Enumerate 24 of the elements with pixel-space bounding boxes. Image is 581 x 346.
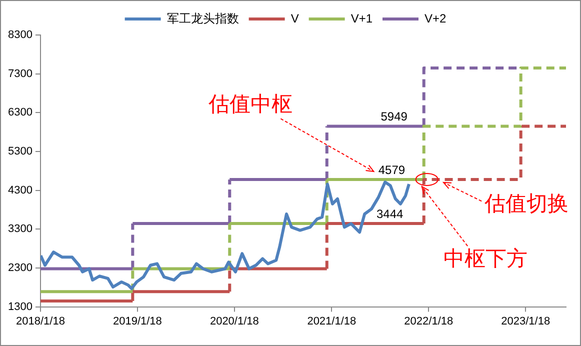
- annotation: 5949: [380, 110, 408, 124]
- y-tick-label: 2300: [8, 262, 32, 274]
- y-tick-label: 6300: [8, 106, 32, 119]
- x-tick-label: 2022/1/18: [404, 315, 454, 328]
- annotation: 中枢下方: [444, 246, 528, 271]
- x-tick-label: 2019/1/18: [112, 315, 162, 328]
- x-tick-label: 2023/1/18: [501, 315, 550, 328]
- legend-label: V+2: [424, 11, 447, 26]
- y-tick-label: 3300: [8, 223, 32, 236]
- legend-label: 军工龙头指数: [166, 11, 239, 26]
- x-tick-label: 2021/1/18: [307, 315, 356, 328]
- y-tick-label: 7300: [8, 68, 32, 80]
- annotation: 估值中枢: [208, 92, 293, 116]
- x-tick-label: 2020/1/18: [210, 315, 259, 328]
- annotation: 4579: [378, 162, 406, 177]
- y-tick-label: 1300: [8, 300, 32, 313]
- x-tick-label: 2018/1/18: [16, 315, 65, 328]
- legend-label: V: [290, 11, 299, 26]
- y-tick-label: 4300: [8, 184, 32, 196]
- legend-label: V+1: [350, 11, 373, 26]
- y-tick-label: 8300: [8, 29, 32, 42]
- annotation: 估值切换: [484, 192, 569, 216]
- annotation: 3444: [376, 206, 404, 221]
- y-tick-label: 5300: [8, 146, 32, 158]
